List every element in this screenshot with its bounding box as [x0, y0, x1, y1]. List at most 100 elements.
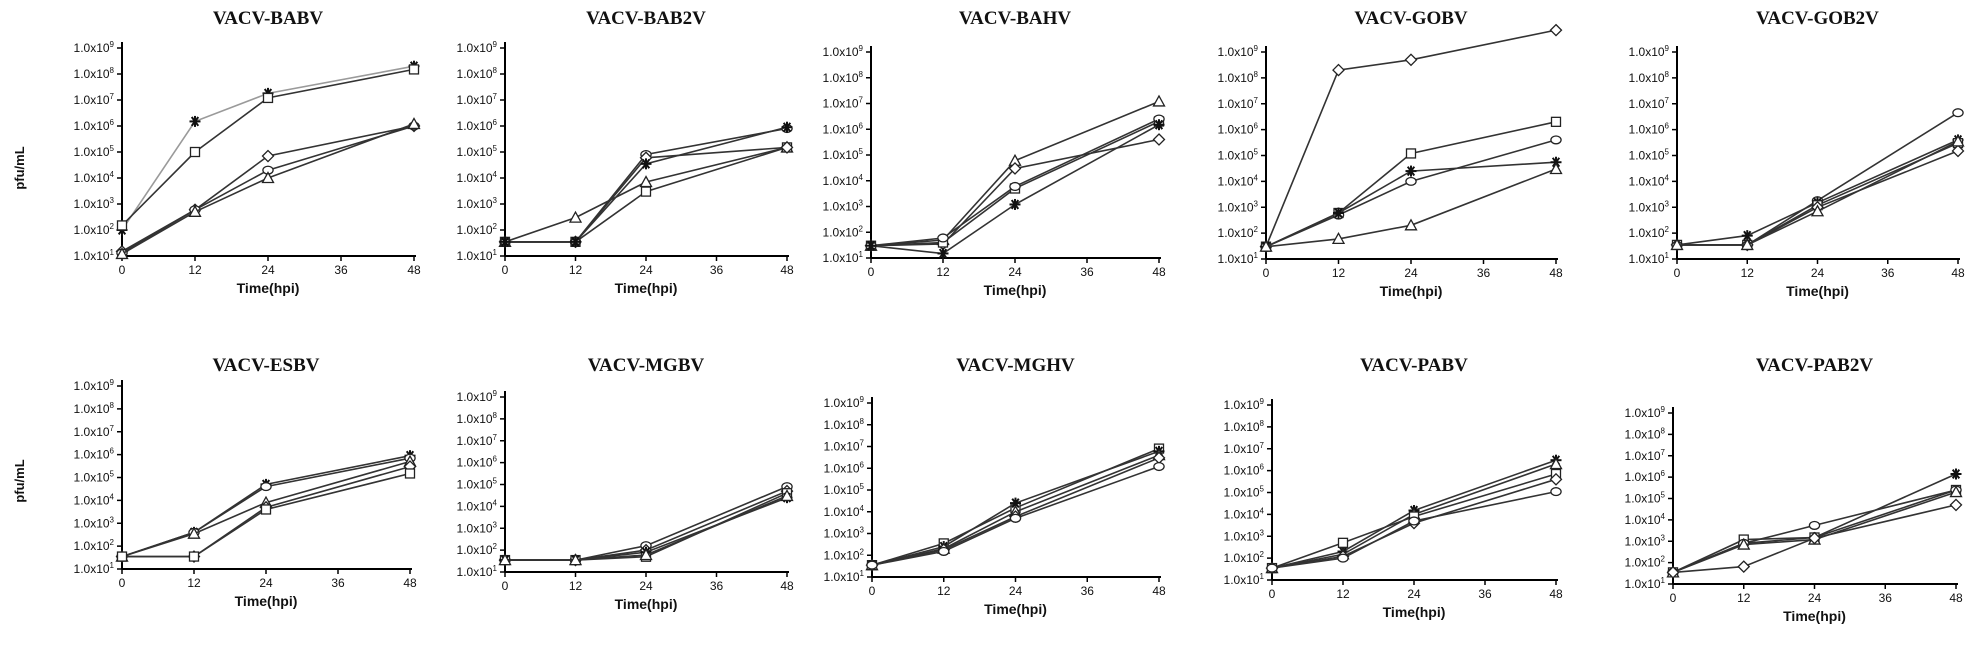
y-tick-label: 1.0x108	[74, 66, 115, 81]
y-tick-label: 1.0x106	[457, 455, 498, 470]
series-line	[121, 460, 411, 558]
data-point-circle	[260, 482, 272, 492]
x-tick-label: 48	[1549, 587, 1563, 601]
series-circle	[116, 121, 420, 258]
y-tick-label: 1.0x104	[74, 170, 115, 185]
series-line	[1271, 490, 1557, 569]
data-point-star	[499, 236, 511, 248]
data-point-diamond	[1549, 472, 1563, 486]
y-tick-label: 1.0x109	[1625, 405, 1666, 420]
x-axis-label: Time(hpi)	[237, 280, 300, 296]
x-tick-label: 24	[639, 579, 653, 593]
data-point-circle	[938, 546, 950, 556]
y-tick-label: 1.0x108	[1224, 419, 1265, 434]
x-tick-label: 12	[187, 576, 201, 590]
x-tick-label: 36	[1080, 265, 1094, 279]
data-point-square	[260, 504, 272, 515]
series-line	[1271, 473, 1557, 569]
series-triangle	[115, 117, 421, 260]
panel-title: VACV-BABV	[213, 8, 323, 29]
y-tick-label: 1.0x102	[74, 222, 115, 237]
y-tick-label: 1.0x103	[457, 196, 498, 211]
series-line	[1265, 168, 1557, 248]
series-circle	[1671, 108, 1964, 250]
y-tick-label: 1.0x102	[823, 224, 864, 239]
y-tick-label: 1.0x106	[74, 447, 115, 462]
y-tick-label: 1.0x107	[1625, 448, 1666, 463]
data-point-circle	[866, 560, 878, 570]
y-tick-label: 1.0x109	[457, 389, 498, 404]
panel-title: VACV-GOB2V	[1756, 8, 1879, 29]
series-star	[1260, 156, 1562, 253]
y-tick-label: 1.0x107	[74, 92, 115, 107]
data-point-diamond	[1152, 451, 1166, 465]
series-line	[871, 450, 1160, 566]
panel-vacv-gobv: VACV-GOBV 1.0x101 1.0x102 1.0x103 1.0x104 1.0…	[1218, 8, 1563, 299]
data-point-triangle	[261, 171, 275, 184]
x-axis-label: Time(hpi)	[615, 596, 678, 612]
data-point-square	[116, 551, 128, 562]
y-tick-label: 1.0x106	[457, 118, 498, 133]
series-line	[1271, 459, 1557, 569]
y-tick-label: 1.0x103	[823, 199, 864, 214]
series-circle	[1667, 485, 1962, 577]
y-tick-label: 1.0x104	[74, 492, 115, 507]
y-tick-label: 1.0x102	[1625, 555, 1666, 570]
series-line	[121, 68, 415, 226]
y-tick-label: 1.0x105	[1224, 485, 1265, 500]
x-tick-label: 0	[1269, 587, 1276, 601]
y-tick-label: 1.0x107	[823, 96, 864, 111]
series-circle	[865, 114, 1165, 251]
data-point-diamond	[1152, 133, 1166, 146]
data-point-triangle	[568, 553, 583, 566]
series-line	[1265, 161, 1557, 248]
data-point-circle	[1808, 520, 1821, 530]
data-point-square	[1405, 148, 1417, 159]
x-tick-label: 36	[334, 263, 348, 277]
y-tick-label: 1.0x107	[457, 92, 498, 107]
series-line	[870, 100, 1160, 247]
y-tick-label: 1.0x108	[824, 417, 865, 432]
series-diamond	[115, 119, 421, 258]
data-point-diamond	[1549, 23, 1563, 37]
x-tick-label: 36	[710, 263, 724, 277]
y-tick-label: 1.0x104	[457, 498, 498, 513]
x-tick-label: 12	[188, 263, 202, 277]
data-point-star	[1405, 165, 1417, 177]
y-tick-label: 1.0x105	[457, 477, 498, 492]
series-line	[870, 118, 1160, 247]
panel-vacv-bahv: VACV-BAHV 1.0x101 1.0x102 1.0x103 1.0x104 1.0…	[823, 8, 1166, 298]
data-point-circle	[1153, 461, 1165, 472]
y-tick-label: 1.0x102	[457, 222, 498, 237]
data-point-triangle	[187, 526, 201, 539]
y-tick-label: 1.0x101	[1224, 572, 1265, 587]
data-point-square	[1337, 537, 1349, 548]
y-tick-label: 1.0x103	[74, 196, 115, 211]
series-triangle	[1670, 134, 1965, 251]
data-point-diamond	[1332, 63, 1345, 77]
series-triangle	[498, 489, 794, 566]
data-point-square	[408, 64, 420, 75]
y-tick-label: 1.0x101	[824, 569, 865, 584]
series-square	[1671, 138, 1964, 251]
x-tick-label: 12	[569, 579, 583, 593]
series-line	[121, 123, 415, 255]
y-tick-label: 1.0x107	[74, 424, 115, 439]
data-point-triangle	[1737, 537, 1751, 550]
series-line	[121, 125, 415, 253]
y-tick-label: 1.0x103	[1625, 533, 1666, 548]
x-axis-label: Time(hpi)	[1786, 283, 1849, 299]
x-tick-label: 0	[502, 579, 509, 593]
series-square	[116, 64, 420, 231]
series-line	[1672, 491, 1957, 574]
data-point-star	[937, 247, 949, 259]
y-tick-label: 1.0x102	[1629, 225, 1670, 240]
data-point-diamond	[1666, 565, 1680, 579]
y-tick-label: 1.0x106	[1224, 463, 1265, 478]
x-tick-label: 0	[869, 584, 876, 598]
x-tick-label: 48	[1549, 266, 1563, 280]
data-point-circle	[1405, 176, 1417, 186]
data-point-star	[781, 121, 793, 133]
data-point-triangle	[1951, 134, 1965, 147]
y-tick-label: 1.0x108	[1218, 70, 1259, 85]
